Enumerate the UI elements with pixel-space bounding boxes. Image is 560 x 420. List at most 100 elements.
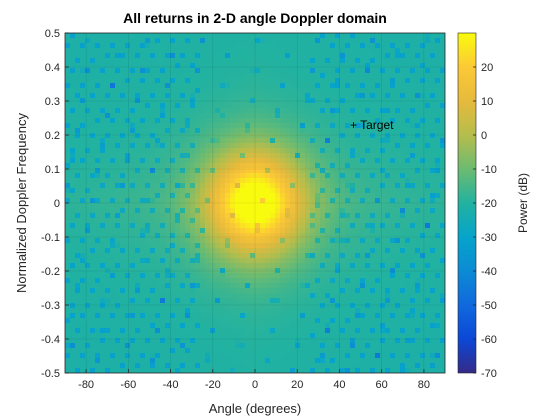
heatmap-cell	[155, 288, 161, 294]
heatmap-cell	[355, 188, 361, 194]
heatmap-cell	[285, 38, 291, 44]
heatmap-cell	[335, 188, 341, 194]
heatmap-cell	[75, 63, 81, 69]
heatmap-cell	[305, 278, 311, 284]
heatmap-cell	[270, 198, 276, 204]
heatmap-cell	[105, 33, 111, 39]
heatmap-cell	[240, 248, 246, 254]
heatmap-cell	[205, 188, 211, 194]
heatmap-cell	[140, 278, 146, 284]
heatmap-cell	[430, 78, 436, 84]
heatmap-cell	[380, 138, 386, 144]
heatmap-cell	[345, 263, 351, 269]
heatmap-cell	[85, 343, 91, 349]
heatmap-cell	[380, 303, 386, 309]
heatmap-cell	[240, 238, 246, 244]
heatmap-cell	[375, 178, 381, 184]
heatmap-cell	[120, 198, 126, 204]
heatmap-cell	[140, 218, 146, 224]
heatmap-cell	[340, 58, 346, 64]
heatmap-cell	[185, 253, 191, 259]
heatmap-cell	[300, 228, 306, 234]
heatmap-cell	[110, 358, 116, 364]
heatmap-cell	[410, 128, 416, 134]
heatmap-cell	[70, 78, 76, 84]
heatmap-cell	[195, 33, 201, 39]
heatmap-cell	[285, 193, 291, 199]
heatmap-cell	[405, 273, 411, 279]
heatmap-cell	[290, 178, 296, 184]
heatmap-cell	[235, 83, 241, 89]
heatmap-cell	[270, 128, 276, 134]
heatmap-cell	[395, 73, 401, 79]
heatmap-cell	[185, 323, 191, 329]
heatmap-cell	[140, 108, 146, 114]
heatmap-cell	[315, 313, 321, 319]
heatmap-cell	[95, 358, 101, 364]
heatmap-cell	[255, 163, 261, 169]
heatmap-cell	[245, 33, 251, 39]
heatmap-cell	[235, 143, 241, 149]
heatmap-cell	[280, 223, 286, 229]
heatmap-cell	[370, 68, 376, 74]
heatmap-cell	[300, 203, 306, 209]
heatmap-cell	[340, 163, 346, 169]
heatmap-cell	[110, 113, 116, 119]
heatmap-cell	[425, 98, 431, 104]
heatmap-cell	[225, 68, 231, 74]
heatmap-cell	[405, 93, 411, 99]
heatmap-cell	[270, 93, 276, 99]
heatmap-cell	[295, 313, 301, 319]
heatmap-cell	[210, 88, 216, 94]
heatmap-cell	[145, 133, 151, 139]
heatmap-cell	[185, 288, 191, 294]
heatmap-cell	[155, 258, 161, 264]
heatmap-cell	[305, 118, 311, 124]
heatmap-cell	[230, 313, 236, 319]
heatmap-cell	[95, 183, 101, 189]
heatmap-cell	[125, 153, 131, 159]
heatmap-cell	[385, 293, 391, 299]
heatmap-cell	[105, 263, 111, 269]
heatmap-cell	[110, 58, 116, 64]
heatmap-cell	[220, 118, 226, 124]
heatmap-cell	[225, 258, 231, 264]
heatmap-cell	[105, 43, 111, 49]
heatmap-cell	[440, 223, 445, 229]
heatmap-cell	[75, 268, 81, 274]
heatmap-cell	[115, 288, 121, 294]
heatmap-cell	[130, 233, 136, 239]
heatmap-cell	[205, 223, 211, 229]
heatmap-cell	[225, 48, 231, 54]
heatmap-cell	[195, 183, 201, 189]
heatmap-cell	[340, 258, 346, 264]
heatmap-cell	[90, 338, 96, 344]
heatmap-cell	[340, 78, 346, 84]
heatmap-cell	[335, 73, 341, 79]
heatmap-cell	[160, 148, 166, 154]
heatmap-cell	[280, 213, 286, 219]
heatmap-cell	[150, 93, 156, 99]
heatmap-cell	[135, 128, 141, 134]
heatmap-cell	[370, 223, 376, 229]
heatmap-cell	[325, 158, 331, 164]
heatmap-cell	[340, 343, 346, 349]
heatmap-cell	[385, 168, 391, 174]
heatmap-cell	[105, 293, 111, 299]
heatmap-cell	[440, 253, 445, 259]
heatmap-cell	[80, 298, 86, 304]
heatmap-cell	[305, 73, 311, 79]
heatmap-cell	[385, 268, 391, 274]
heatmap-cell	[260, 318, 266, 324]
heatmap-cell	[310, 58, 316, 64]
heatmap-cell	[275, 353, 281, 359]
heatmap-cell	[415, 353, 421, 359]
heatmap-cell	[175, 223, 181, 229]
heatmap-cell	[105, 93, 111, 99]
heatmap-cell	[125, 33, 131, 39]
heatmap-cell	[275, 118, 281, 124]
heatmap-cell	[260, 323, 266, 329]
heatmap-cell	[420, 98, 426, 104]
heatmap-cell	[125, 38, 131, 44]
heatmap-cell	[65, 263, 71, 269]
